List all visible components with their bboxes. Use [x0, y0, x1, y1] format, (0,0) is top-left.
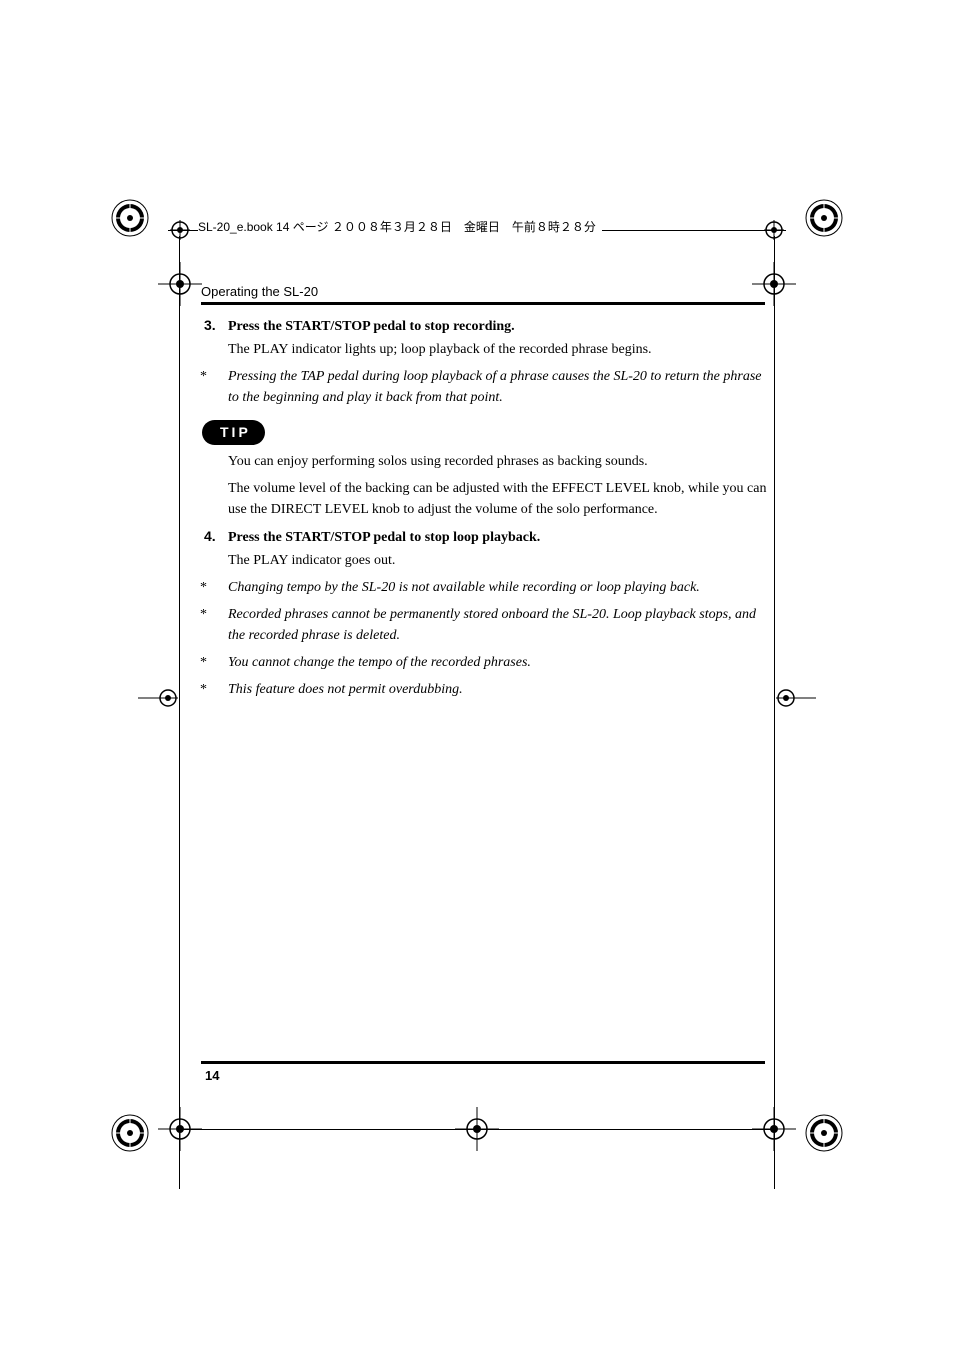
asterisk-icon: *: [214, 679, 228, 700]
header-mark-right-icon: [762, 218, 786, 242]
step-4-note-0: *Changing tempo by the SL-20 is not avai…: [214, 577, 768, 598]
step-3-note-0: *Pressing the TAP pedal during loop play…: [214, 366, 768, 408]
corner-mark-bl: [108, 1111, 152, 1155]
step-3-heading: 3.Press the START/STOP pedal to stop rec…: [228, 315, 768, 337]
step-4-heading: 4.Press the START/STOP pedal to stop loo…: [228, 526, 768, 548]
rule-top: [201, 302, 765, 305]
corner-mark-br: [802, 1111, 846, 1155]
corner-mark-tr: [802, 196, 846, 240]
header-mark-left-icon: [168, 218, 192, 242]
side-mark-right: [776, 688, 816, 708]
step-4-note-1: *Recorded phrases cannot be permanently …: [214, 604, 768, 646]
step-4-heading-text: Press the START/STOP pedal to stop loop …: [228, 530, 540, 545]
content-area: 3.Press the START/STOP pedal to stop rec…: [228, 315, 768, 706]
tip-line-0: You can enjoy performing solos using rec…: [228, 451, 768, 472]
asterisk-icon: *: [214, 604, 228, 625]
corner-mark-tl: [108, 196, 152, 240]
section-title: Operating the SL-20: [201, 284, 318, 299]
step-4-note-0-text: Changing tempo by the SL-20 is not avail…: [228, 580, 700, 595]
step-4-note-2-text: You cannot change the tempo of the recor…: [228, 655, 531, 670]
step-4-body: The PLAY indicator goes out.: [228, 550, 768, 571]
asterisk-icon: *: [214, 652, 228, 673]
tip-label: TIP: [202, 420, 265, 445]
side-mark-left: [138, 688, 178, 708]
step-4-note-1-text: Recorded phrases cannot be permanently s…: [228, 607, 756, 643]
header-text: SL-20_e.book 14 ページ ２００８年３月２８日 金曜日 午前８時２…: [198, 218, 602, 235]
cross-mark-tl: [158, 262, 202, 306]
crop-line-bottom: [180, 1129, 774, 1130]
crop-line-right: [774, 236, 775, 1189]
step-3-body: The PLAY indicator lights up; loop playb…: [228, 339, 768, 360]
step-4-note-3-text: This feature does not permit overdubbing…: [228, 682, 463, 697]
tip-line-1: The volume level of the backing can be a…: [228, 478, 768, 520]
step-3-num: 3.: [204, 315, 228, 336]
step-4-note-3: *This feature does not permit overdubbin…: [214, 679, 768, 700]
rule-bottom: [201, 1061, 765, 1064]
crop-line-left: [179, 236, 180, 1189]
tip-badge: TIP: [228, 414, 768, 451]
page-number: 14: [205, 1068, 219, 1083]
step-3-note-0-text: Pressing the TAP pedal during loop playb…: [228, 369, 762, 405]
asterisk-icon: *: [214, 366, 228, 387]
step-4-num: 4.: [204, 526, 228, 547]
step-3-heading-text: Press the START/STOP pedal to stop recor…: [228, 319, 515, 334]
step-4-note-2: *You cannot change the tempo of the reco…: [214, 652, 768, 673]
asterisk-icon: *: [214, 577, 228, 598]
